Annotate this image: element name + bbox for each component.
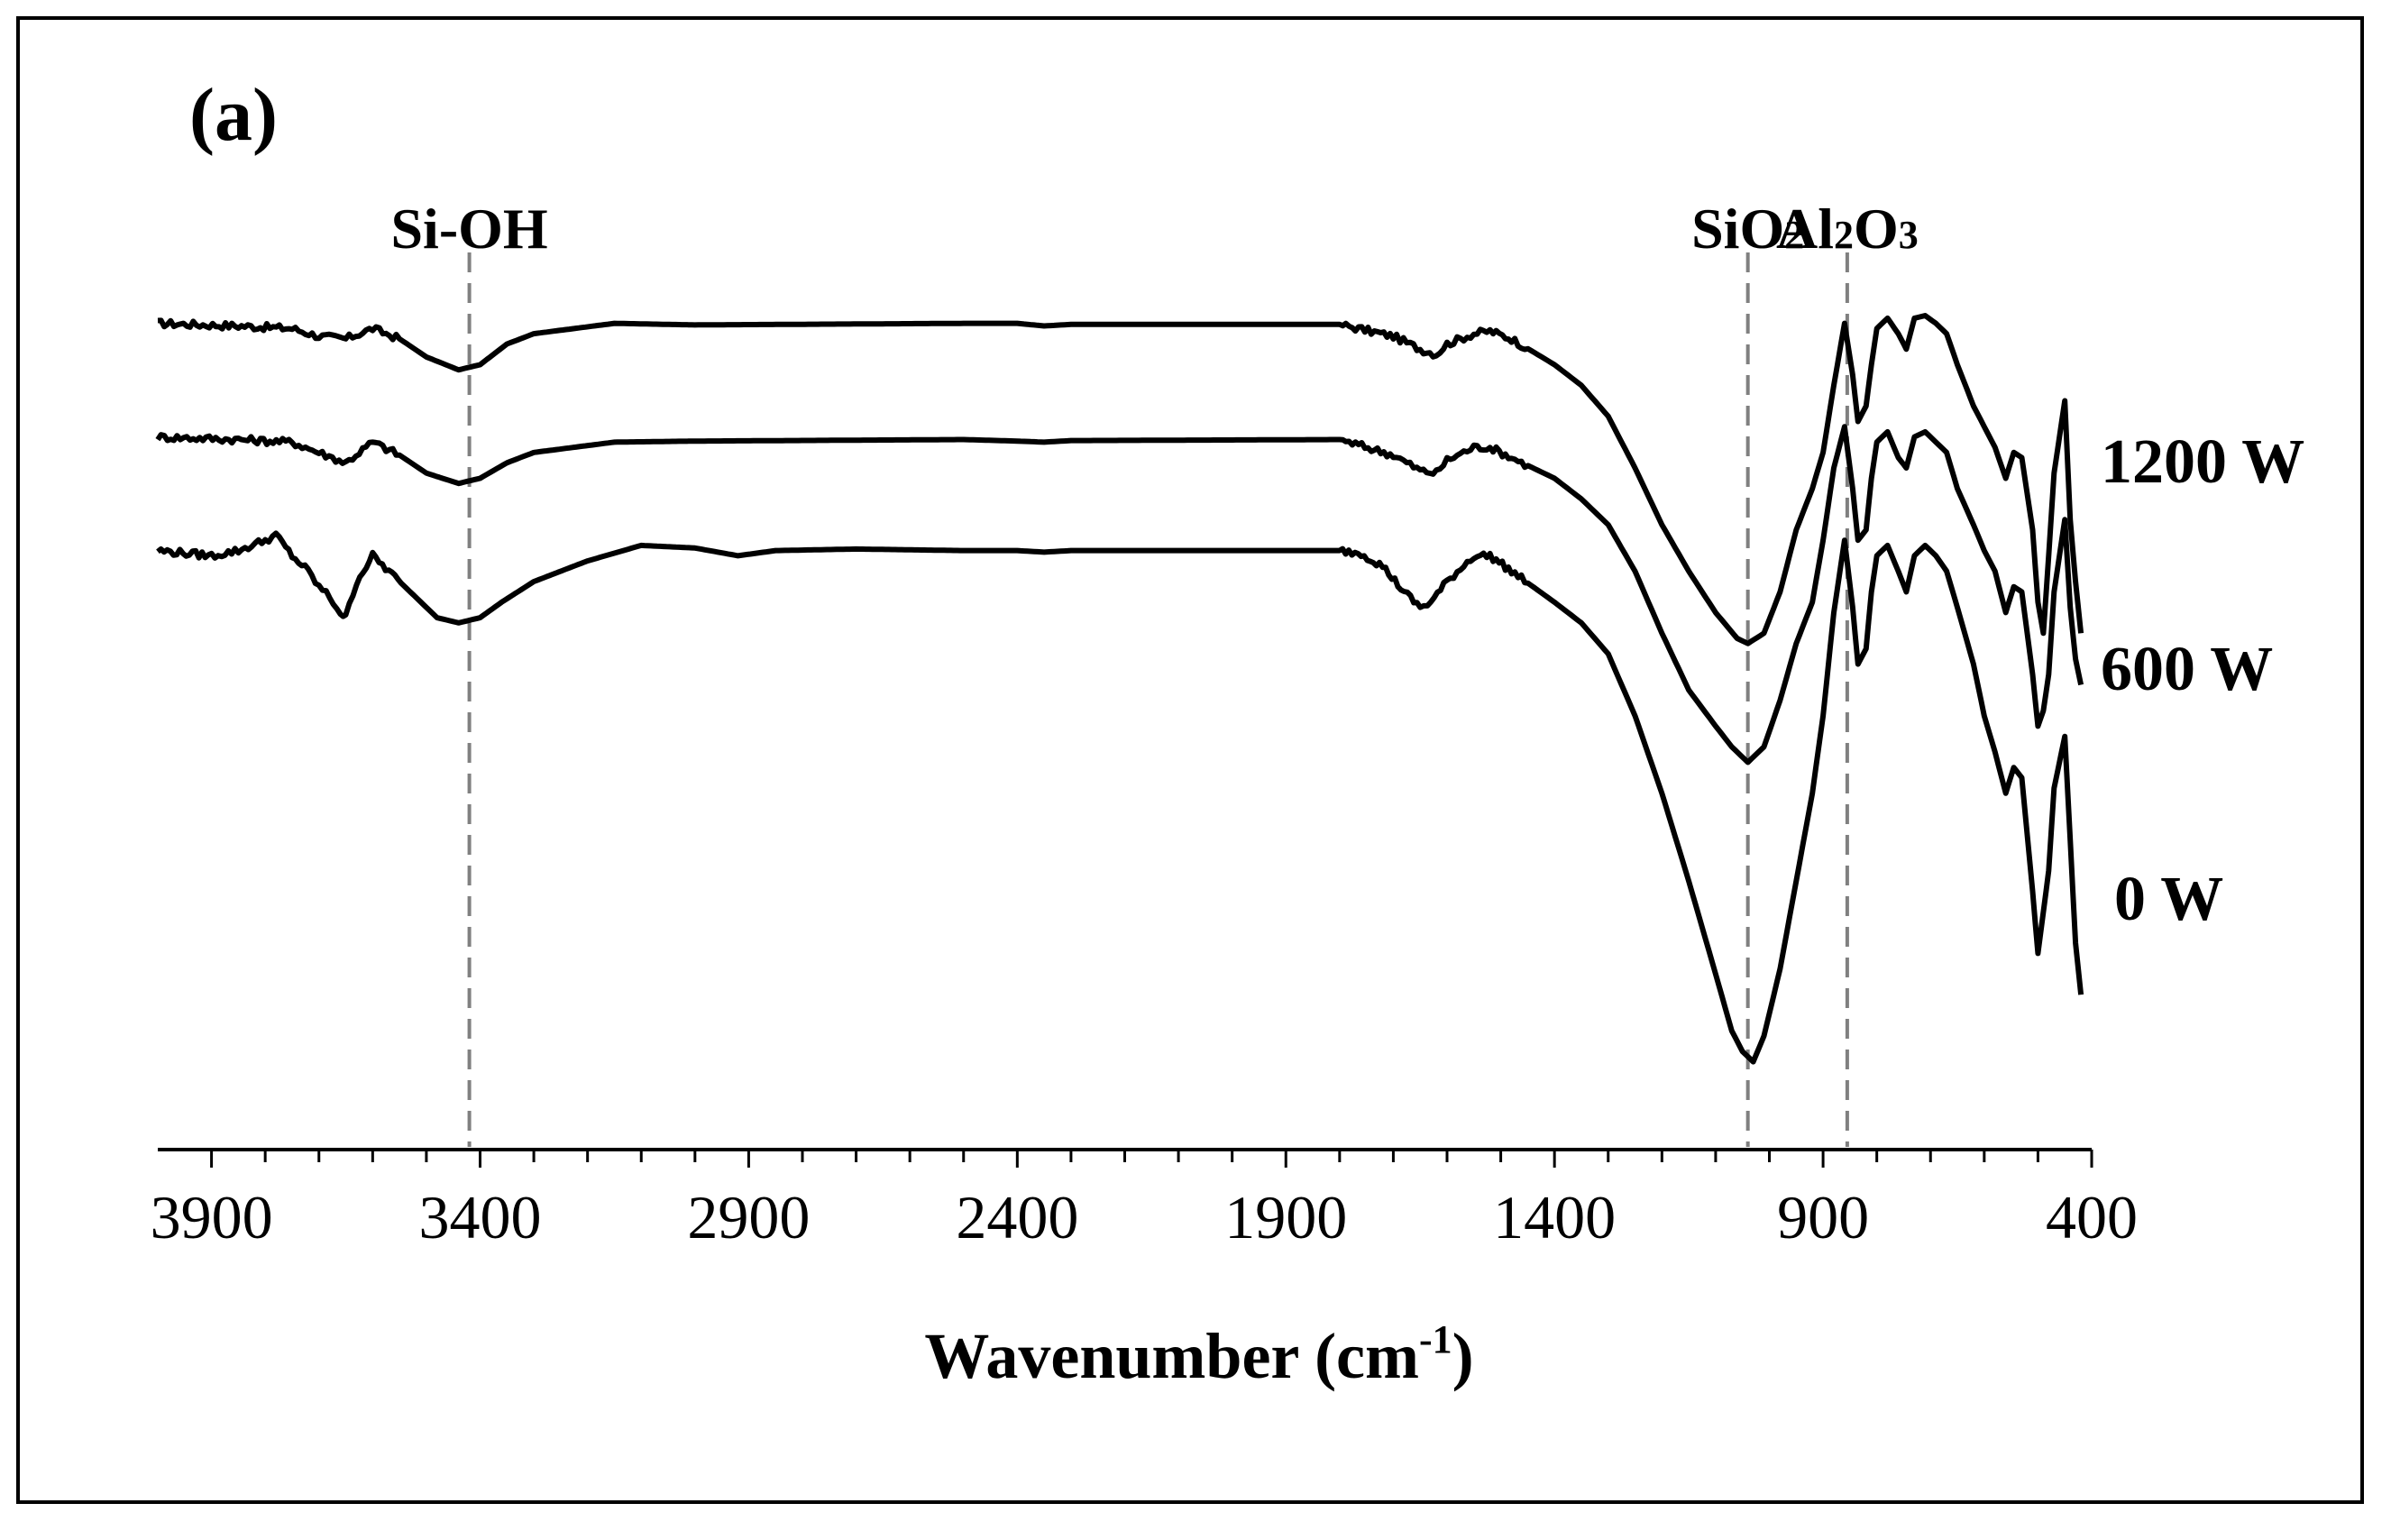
x-tick-label: 1400 — [1493, 1183, 1616, 1251]
series-group — [155, 313, 2084, 1065]
series-label: 0 W — [2114, 865, 2223, 934]
annotation-label: Si-OH — [390, 197, 547, 261]
annotation-label-part: 3 — [1899, 213, 1919, 257]
annotation-label-part: 2 — [1834, 213, 1854, 257]
figure-frame — [16, 16, 2364, 1504]
annotation-label: Al2O3 — [1776, 197, 1919, 261]
panel-label: (a) — [189, 73, 278, 157]
series-line-0 — [157, 313, 2084, 646]
annotation-label-part: Al — [1776, 197, 1834, 261]
series-line-1 — [155, 424, 2084, 765]
x-tick-label: 900 — [1777, 1183, 1869, 1251]
annotation-label-part: 2 — [1784, 213, 1804, 257]
x-tick-label: 1900 — [1224, 1183, 1347, 1251]
x-tick-label: 2400 — [956, 1183, 1078, 1251]
annotation-label-part: SiO — [1691, 197, 1784, 261]
x-tick-label: 400 — [2046, 1183, 2138, 1251]
x-axis-title-main: Wavenumber (cm — [924, 1320, 1419, 1392]
annotation-label-part: O — [1854, 197, 1899, 261]
x-tick-label: 3400 — [419, 1183, 542, 1251]
x-axis: 3900 3400 2900 2400 1900 1400 900 400 — [151, 1148, 2138, 1251]
x-axis-title-close: ) — [1452, 1320, 1474, 1392]
annotation-label-part: Si-OH — [390, 197, 547, 261]
x-axis-title-exponent: -1 — [1419, 1317, 1452, 1361]
annotation-label: SiO2 — [1691, 197, 1804, 261]
series-line-2 — [156, 530, 2084, 1065]
series-label: 600 W — [2101, 635, 2273, 704]
x-tick-label: 2900 — [687, 1183, 810, 1251]
series-labels: 1200 W 600 W 0 W — [2101, 427, 2304, 934]
x-tick-label: 3900 — [151, 1183, 273, 1251]
annotation-lines — [467, 252, 1849, 1147]
series-label: 1200 W — [2101, 427, 2304, 497]
x-axis-title: Wavenumber (cm-1) — [924, 1317, 1473, 1392]
